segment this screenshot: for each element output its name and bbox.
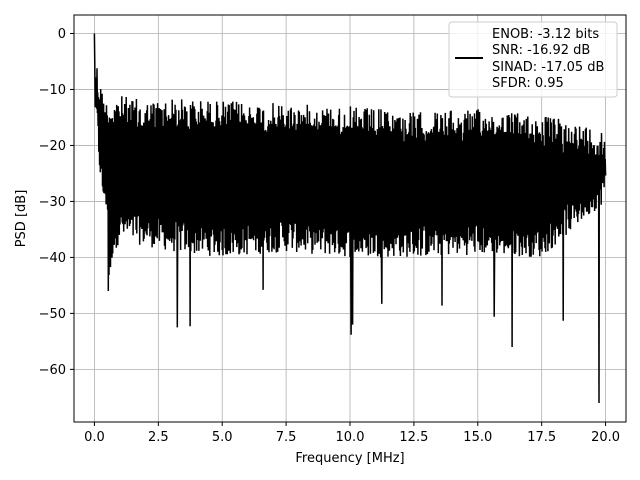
y-axis: 0 −10 −20 −30 −40 −50 −60 — [39, 27, 74, 378]
x-axis-label: Frequency [MHz] — [295, 451, 404, 466]
x-tick-label: 2.5 — [148, 430, 169, 445]
y-tick-label: −40 — [39, 251, 66, 266]
legend: ENOB: -3.12 bits SNR: -16.92 dB SINAD: -… — [448, 21, 618, 98]
legend-box — [448, 21, 618, 98]
legend-text-snr: SNR: -16.92 dB — [492, 43, 590, 58]
legend-text-enob: ENOB: -3.12 bits — [492, 27, 599, 42]
psd-series-line — [93, 33, 607, 404]
y-tick-label: −30 — [39, 195, 66, 210]
x-tick-label: 12.5 — [399, 430, 428, 445]
x-tick-label: 5.0 — [212, 430, 233, 445]
y-axis-label: PSD [dB] — [14, 190, 29, 248]
x-axis: 0.0 2.5 5.0 7.5 10.0 12.5 15.0 17.5 20.0 — [84, 422, 620, 445]
plot-area — [93, 33, 607, 404]
y-tick-label: −60 — [39, 363, 66, 378]
x-tick-label: 0.0 — [84, 430, 105, 445]
legend-text-sfdr: SFDR: 0.95 — [492, 76, 564, 91]
x-tick-label: 10.0 — [336, 430, 365, 445]
y-tick-label: −10 — [39, 83, 66, 98]
y-tick-label: −50 — [39, 307, 66, 322]
x-tick-label: 17.5 — [527, 430, 556, 445]
legend-text-sinad: SINAD: -17.05 dB — [492, 60, 604, 75]
x-tick-label: 15.0 — [463, 430, 492, 445]
x-tick-label: 20.0 — [591, 430, 620, 445]
y-tick-label: 0 — [58, 27, 66, 42]
y-tick-label: −20 — [39, 139, 66, 154]
x-tick-label: 7.5 — [276, 430, 297, 445]
